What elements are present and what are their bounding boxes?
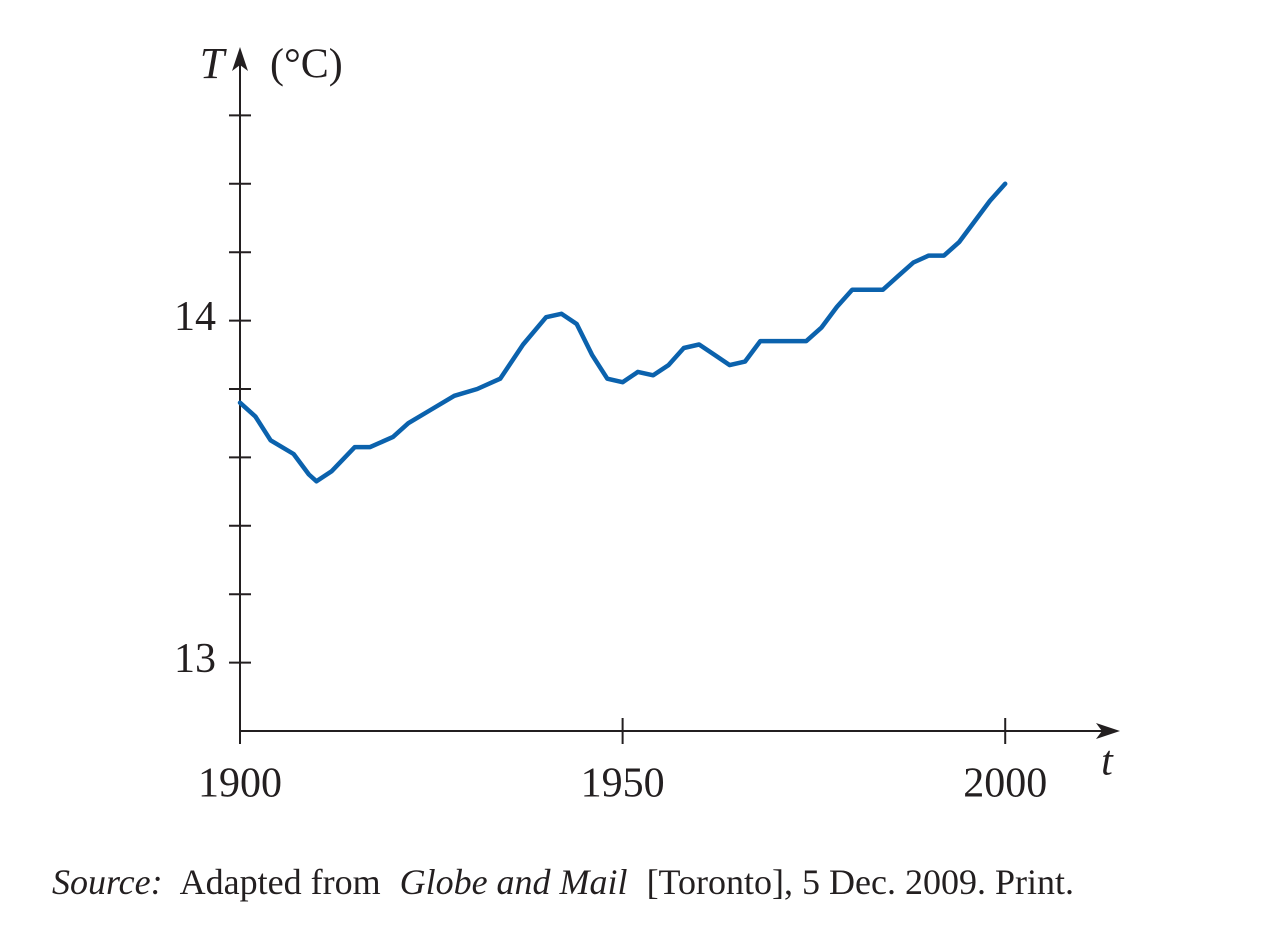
source-note: Source: Adapted from Globe and Mail [Tor… <box>52 862 1074 902</box>
data-line <box>237 181 1008 484</box>
source-prefix: Source: <box>52 862 163 902</box>
y-tick-label: 14 <box>174 294 216 340</box>
y-axis-unit: (°C) <box>270 42 343 88</box>
y-axis-label: T <box>200 39 228 88</box>
y-axis-arrow <box>232 47 248 71</box>
y-tick-label: 13 <box>174 636 216 682</box>
source-text: Adapted from <box>180 862 381 902</box>
x-tick-label: 1900 <box>198 761 282 807</box>
source-publication: Globe and Mail <box>400 862 628 902</box>
x-axis-arrow <box>1096 723 1120 739</box>
x-axis-label: t <box>1101 739 1114 785</box>
x-tick-label: 2000 <box>963 761 1047 807</box>
source-details: [Toronto], 5 Dec. 2009. Print. <box>647 862 1074 902</box>
x-tick-label: 1950 <box>581 761 665 807</box>
